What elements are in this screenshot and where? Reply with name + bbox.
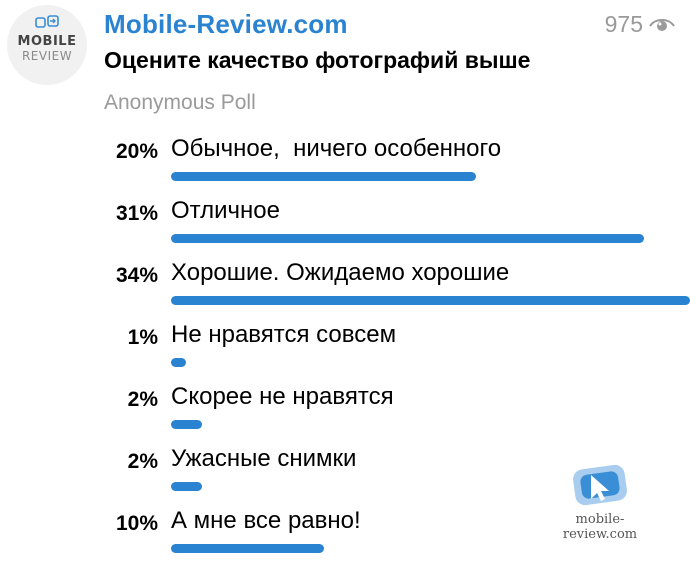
poll-option-bar <box>171 296 690 305</box>
watermark: mobile-review.com <box>545 461 655 542</box>
poll-option-label: Не нравятся совсем <box>171 321 397 348</box>
poll-option-percent: 34% <box>115 264 158 287</box>
poll-option[interactable]: 2% Скорее не нравятся <box>0 383 690 448</box>
poll-option[interactable]: 20% Обычное, ничего особенного <box>0 135 690 200</box>
view-count-value: 975 <box>604 11 643 37</box>
poll-type-label: Anonymous Poll <box>104 91 256 114</box>
poll-option-label: Обычное, ничего особенного <box>171 135 502 162</box>
poll-option[interactable]: 10% А мне все равно! <box>0 507 690 572</box>
poll-option[interactable]: 34% Хорошие. Ожидаемо хорошие <box>0 259 690 324</box>
poll-option-percent: 20% <box>115 140 158 163</box>
logo-icon <box>35 15 59 28</box>
poll-option[interactable]: 1% Не нравятся совсем <box>0 321 690 386</box>
poll-option-label: Отличное <box>171 197 280 224</box>
watermark-logo-icon <box>573 464 627 506</box>
poll-option-label: Хорошие. Ожидаемо хорошие <box>171 259 510 286</box>
poll-option-percent: 10% <box>115 512 158 535</box>
poll-option-percent: 2% <box>127 450 158 473</box>
poll-option-label: Скорее не нравятся <box>171 383 394 410</box>
eye-icon <box>649 18 675 31</box>
avatar-text-mobile: MOBILE <box>17 34 77 49</box>
poll-option-bar <box>171 234 644 243</box>
poll-option-bar <box>171 420 202 429</box>
poll-question: Оцените качество фотографий выше <box>104 47 531 73</box>
poll-option[interactable]: 31% Отличное <box>0 197 690 262</box>
channel-name[interactable]: Mobile-Review.com <box>104 9 348 39</box>
poll-option[interactable]: 2% Ужасные снимки <box>0 445 690 510</box>
poll-option-label: А мне все равно! <box>171 507 361 534</box>
poll-option-percent: 31% <box>115 202 158 225</box>
watermark-text: mobile-review.com <box>562 512 638 542</box>
poll-option-bar <box>171 544 324 553</box>
poll-option-label: Ужасные снимки <box>171 445 357 472</box>
poll-option-percent: 1% <box>127 326 158 349</box>
poll-option-bar <box>171 358 186 367</box>
avatar-text-review: REVIEW <box>21 49 73 63</box>
poll-option-percent: 2% <box>127 388 158 411</box>
channel-avatar[interactable]: MOBILE REVIEW <box>7 5 87 85</box>
view-count: 975 <box>605 11 675 38</box>
poll-option-bar <box>171 172 476 181</box>
poll-option-bar <box>171 482 202 491</box>
